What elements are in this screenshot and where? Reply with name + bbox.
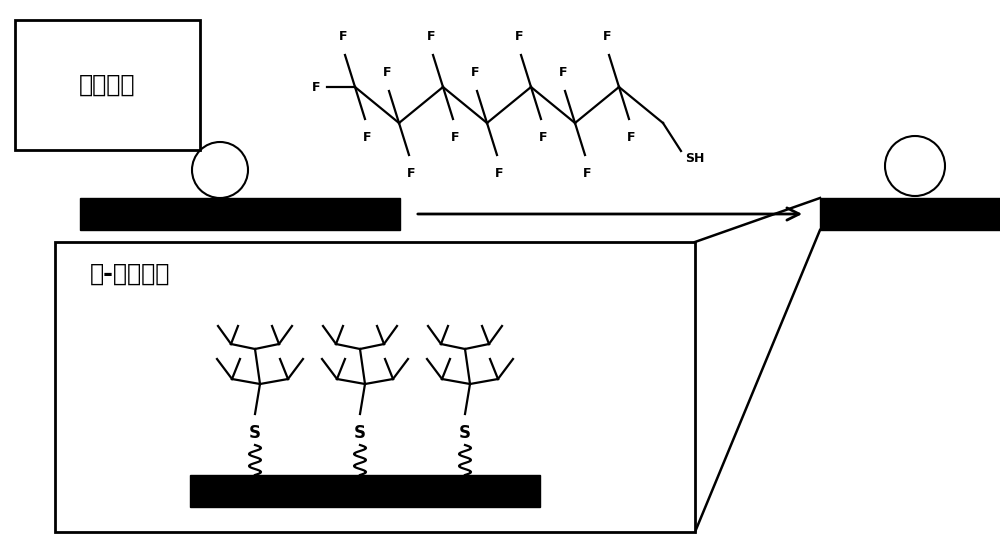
Text: S: S: [354, 424, 366, 442]
Bar: [15, 20, 200, 150]
Text: F: F: [383, 66, 391, 79]
Bar: [80, 198, 400, 230]
Text: F: F: [539, 131, 547, 144]
Text: SH: SH: [685, 152, 704, 165]
Text: F: F: [451, 131, 459, 144]
Text: 铝箔掩膜: 铝箔掩膜: [79, 73, 136, 97]
Text: 铜-硫醇反应: 铜-硫醇反应: [90, 262, 170, 286]
Text: F: F: [312, 80, 320, 93]
Bar: [820, 198, 1000, 230]
Circle shape: [192, 142, 248, 198]
Text: F: F: [627, 131, 635, 144]
Text: F: F: [583, 167, 591, 180]
Bar: [190, 475, 540, 507]
Text: HDFT: HDFT: [564, 245, 656, 273]
Bar: [55, 242, 695, 532]
Text: F: F: [339, 30, 347, 43]
Text: F: F: [363, 131, 371, 144]
Text: S: S: [249, 424, 261, 442]
Text: F: F: [515, 30, 523, 43]
Text: F: F: [471, 66, 479, 79]
Text: F: F: [559, 66, 567, 79]
Text: F: F: [407, 167, 415, 180]
Text: F: F: [495, 167, 503, 180]
Text: S: S: [459, 424, 471, 442]
Text: F: F: [427, 30, 435, 43]
Circle shape: [885, 136, 945, 196]
Text: F: F: [603, 30, 611, 43]
